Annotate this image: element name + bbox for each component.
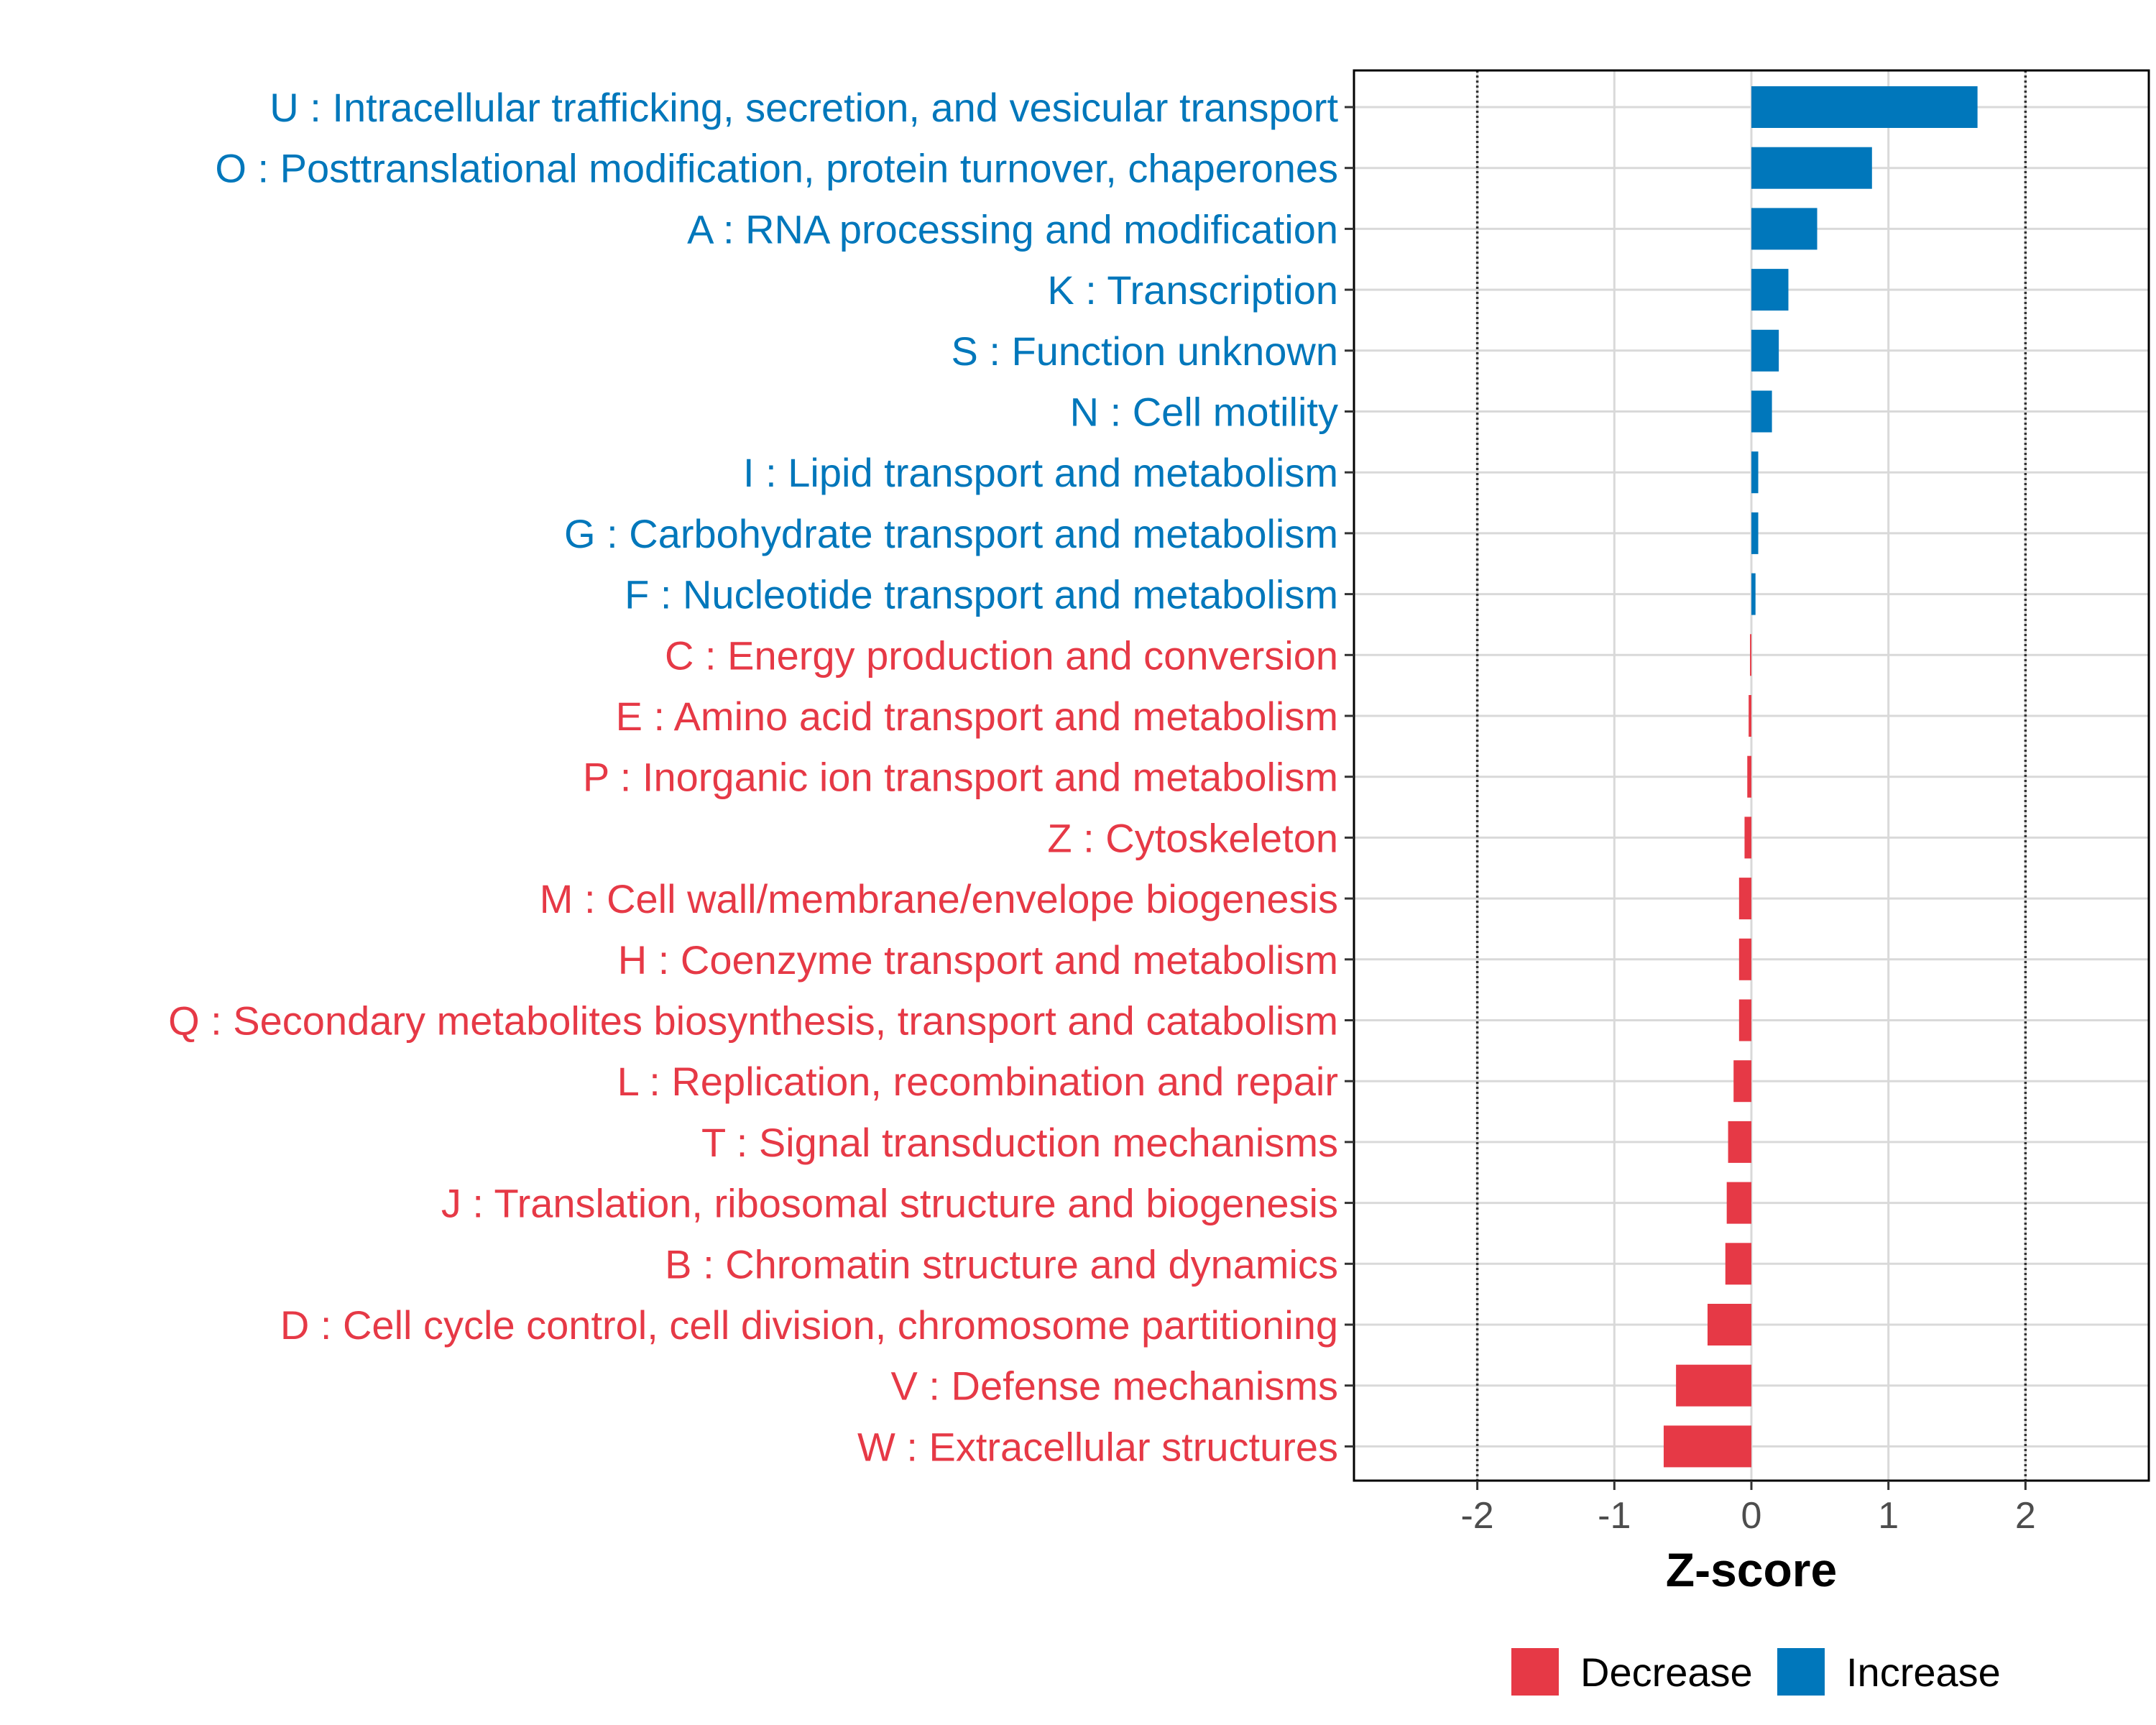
category-label: U : Intracellular trafficking, secretion…	[270, 85, 1338, 130]
category-label: F : Nucleotide transport and metabolism	[625, 572, 1338, 617]
bar	[1733, 1060, 1751, 1103]
bar	[1707, 1304, 1751, 1346]
bar	[1728, 1121, 1751, 1163]
category-label: C : Energy production and conversion	[665, 632, 1338, 678]
category-label: S : Function unknown	[951, 328, 1338, 374]
category-label: O : Posttranslational modification, prot…	[215, 146, 1338, 191]
bar	[1751, 269, 1789, 311]
bar	[1738, 999, 1751, 1041]
category-label: N : Cell motility	[1070, 390, 1338, 435]
x-axis-title: Z-score	[1666, 1543, 1837, 1596]
legend-swatch	[1777, 1648, 1825, 1696]
bar	[1751, 147, 1872, 189]
category-label: W : Extracellular structures	[857, 1424, 1338, 1469]
category-label: I : Lipid transport and metabolism	[743, 450, 1338, 495]
bar	[1751, 86, 1978, 128]
reference-lines	[1475, 70, 2027, 1481]
bar	[1751, 208, 1818, 250]
category-label: D : Cell cycle control, cell division, c…	[280, 1302, 1338, 1348]
category-label: P : Inorganic ion transport and metaboli…	[583, 755, 1338, 800]
bar	[1749, 695, 1751, 737]
category-label: E : Amino acid transport and metabolism	[616, 694, 1338, 739]
bar	[1747, 755, 1751, 798]
category-label: A : RNA processing and modification	[687, 206, 1338, 252]
bar	[1738, 878, 1751, 920]
x-tick-label: -1	[1598, 1495, 1631, 1537]
x-tick-label: 0	[1741, 1495, 1762, 1537]
bar	[1725, 1243, 1751, 1285]
bar	[1751, 573, 1756, 615]
bar	[1750, 634, 1751, 676]
x-tick-label: 2	[2015, 1495, 2036, 1537]
bar	[1751, 512, 1759, 554]
category-label: Z : Cytoskeleton	[1047, 815, 1338, 860]
bar	[1726, 1182, 1751, 1224]
category-label: H : Coenzyme transport and metabolism	[618, 937, 1338, 983]
legend-label: Decrease	[1580, 1650, 1753, 1695]
category-label: T : Signal transduction mechanisms	[701, 1120, 1338, 1165]
category-labels: U : Intracellular trafficking, secretion…	[168, 85, 1338, 1469]
category-label: B : Chromatin structure and dynamics	[665, 1241, 1338, 1287]
bar	[1738, 938, 1751, 980]
category-label: K : Transcription	[1047, 267, 1338, 313]
bar	[1744, 816, 1751, 859]
bar	[1663, 1425, 1751, 1468]
category-label: Q : Secondary metabolites biosynthesis, …	[168, 998, 1338, 1044]
category-label: M : Cell wall/membrane/envelope biogenes…	[540, 876, 1338, 921]
legend-swatch	[1511, 1648, 1559, 1696]
x-tick-label: -2	[1460, 1495, 1493, 1537]
category-label: G : Carbohydrate transport and metabolis…	[564, 511, 1338, 556]
bar	[1751, 329, 1779, 372]
legend: Decrease Increase	[1511, 1648, 2001, 1696]
category-label: L : Replication, recombination and repai…	[617, 1059, 1338, 1104]
category-label: V : Defense mechanisms	[891, 1363, 1338, 1409]
bar	[1751, 451, 1759, 494]
y-axis-ticks	[1345, 106, 1354, 1448]
x-axis-ticks: -2 -1 0 1 2	[1460, 1481, 2036, 1537]
legend-label: Increase	[1846, 1650, 2001, 1695]
category-label: J : Translation, ribosomal structure and…	[441, 1181, 1338, 1226]
bar	[1751, 390, 1772, 433]
bar	[1676, 1364, 1751, 1407]
x-tick-label: 1	[1878, 1495, 1899, 1537]
bars	[1663, 86, 1978, 1468]
